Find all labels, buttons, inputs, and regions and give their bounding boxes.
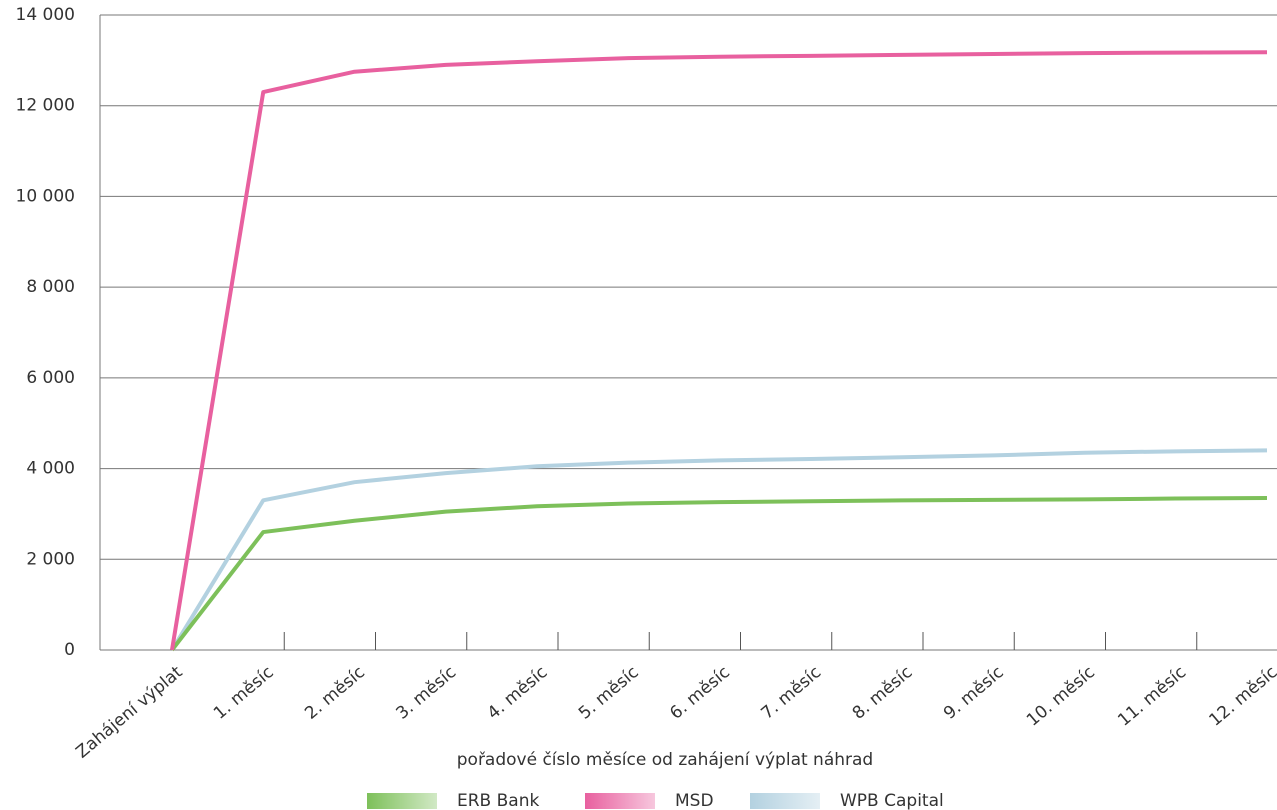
x-tick-label: 12. měsíc	[1205, 662, 1277, 730]
legend-label: ERB Bank	[457, 791, 539, 810]
x-tick-label: 4. měsíc	[484, 662, 552, 723]
x-tick-label: 3. měsíc	[392, 662, 460, 723]
legend-swatch	[585, 793, 655, 809]
y-tick-label: 2 000	[26, 549, 75, 569]
x-tick-label: 9. měsíc	[940, 662, 1008, 723]
legend-label: MSD	[675, 791, 714, 810]
legend-swatch	[367, 793, 437, 809]
y-tick-label: 10 000	[16, 186, 75, 206]
x-axis-label: pořadové číslo měsíce od zahájení výplat…	[457, 750, 873, 770]
x-tick-label: 10. měsíc	[1023, 662, 1099, 730]
y-tick-label: 6 000	[26, 368, 75, 388]
line	[170, 496, 1268, 652]
legend-swatch	[750, 793, 820, 809]
y-tick-label: 8 000	[26, 277, 75, 297]
y-tick-label: 12 000	[16, 96, 75, 116]
x-tick-label: 7. měsíc	[757, 662, 825, 723]
x-tick-label: 5. měsíc	[575, 662, 643, 723]
x-tick-label: 11. měsíc	[1114, 662, 1190, 730]
y-tick-label: 0	[64, 640, 75, 660]
y-tick-label: 14 000	[16, 5, 75, 25]
y-tick-label: 4 000	[26, 459, 75, 479]
x-tick-label: 1. měsíc	[210, 662, 278, 723]
x-tick-label: 2. měsíc	[301, 662, 369, 723]
line	[170, 50, 1268, 651]
x-tick-label: 6. měsíc	[666, 662, 734, 723]
legend-label: WPB Capital	[840, 791, 944, 810]
x-tick-label: 8. měsíc	[849, 662, 917, 723]
line	[170, 448, 1268, 652]
x-tick-label: Zahájení výplat	[72, 662, 186, 762]
